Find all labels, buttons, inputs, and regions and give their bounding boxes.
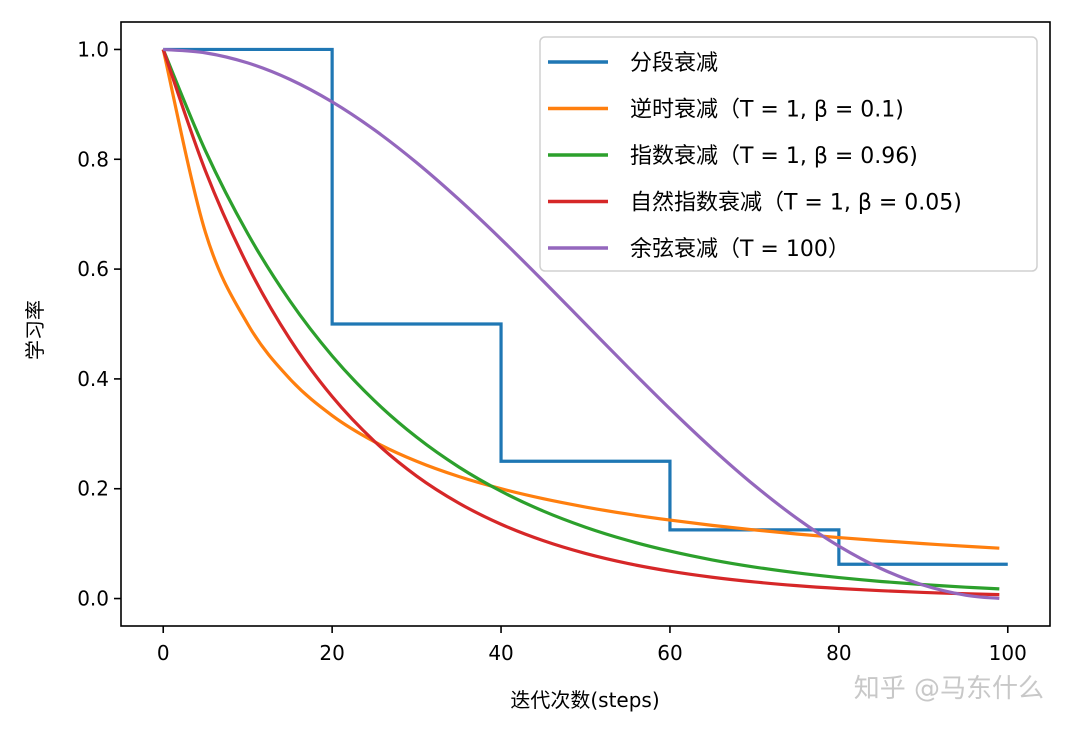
x-axis-label: 迭代次数(steps) bbox=[510, 688, 659, 712]
y-tick-label: 0.8 bbox=[77, 147, 109, 171]
y-axis-label: 学习率 bbox=[23, 300, 47, 360]
axes-frame bbox=[120, 21, 1051, 627]
legend-label-4: 余弦衰减（T = 100） bbox=[630, 237, 850, 262]
legend-box bbox=[539, 36, 1038, 272]
series-line-2 bbox=[161, 48, 1000, 591]
y-tick-label: 0.6 bbox=[77, 257, 109, 281]
legend-label-3: 自然指数衰减（T = 1, β = 0.05) bbox=[630, 191, 962, 216]
x-tick-label: 80 bbox=[826, 641, 851, 665]
y-tick-label: 1.0 bbox=[77, 37, 109, 61]
y-tick-label: 0.4 bbox=[77, 367, 109, 391]
y-tick-label: 0.2 bbox=[77, 477, 109, 501]
plot-area bbox=[161, 47, 1008, 600]
series-line-1 bbox=[161, 49, 1000, 550]
series-line-4 bbox=[163, 47, 1000, 600]
watermark: 知乎 @马东什么 bbox=[854, 674, 1044, 704]
legend-label-0: 分段衰减 bbox=[630, 51, 718, 76]
legend-label-1: 逆时衰减（T = 1, β = 0.1) bbox=[630, 98, 904, 123]
series-line-3 bbox=[161, 48, 1000, 597]
x-tick-label: 60 bbox=[657, 641, 682, 665]
x-tick-label: 100 bbox=[989, 641, 1027, 665]
y-tick-label: 0.0 bbox=[77, 587, 109, 611]
x-tick-label: 0 bbox=[157, 641, 170, 665]
x-tick-label: 40 bbox=[488, 641, 513, 665]
x-tick-label: 20 bbox=[319, 641, 344, 665]
legend-label-2: 指数衰减（T = 1, β = 0.96) bbox=[630, 144, 918, 169]
